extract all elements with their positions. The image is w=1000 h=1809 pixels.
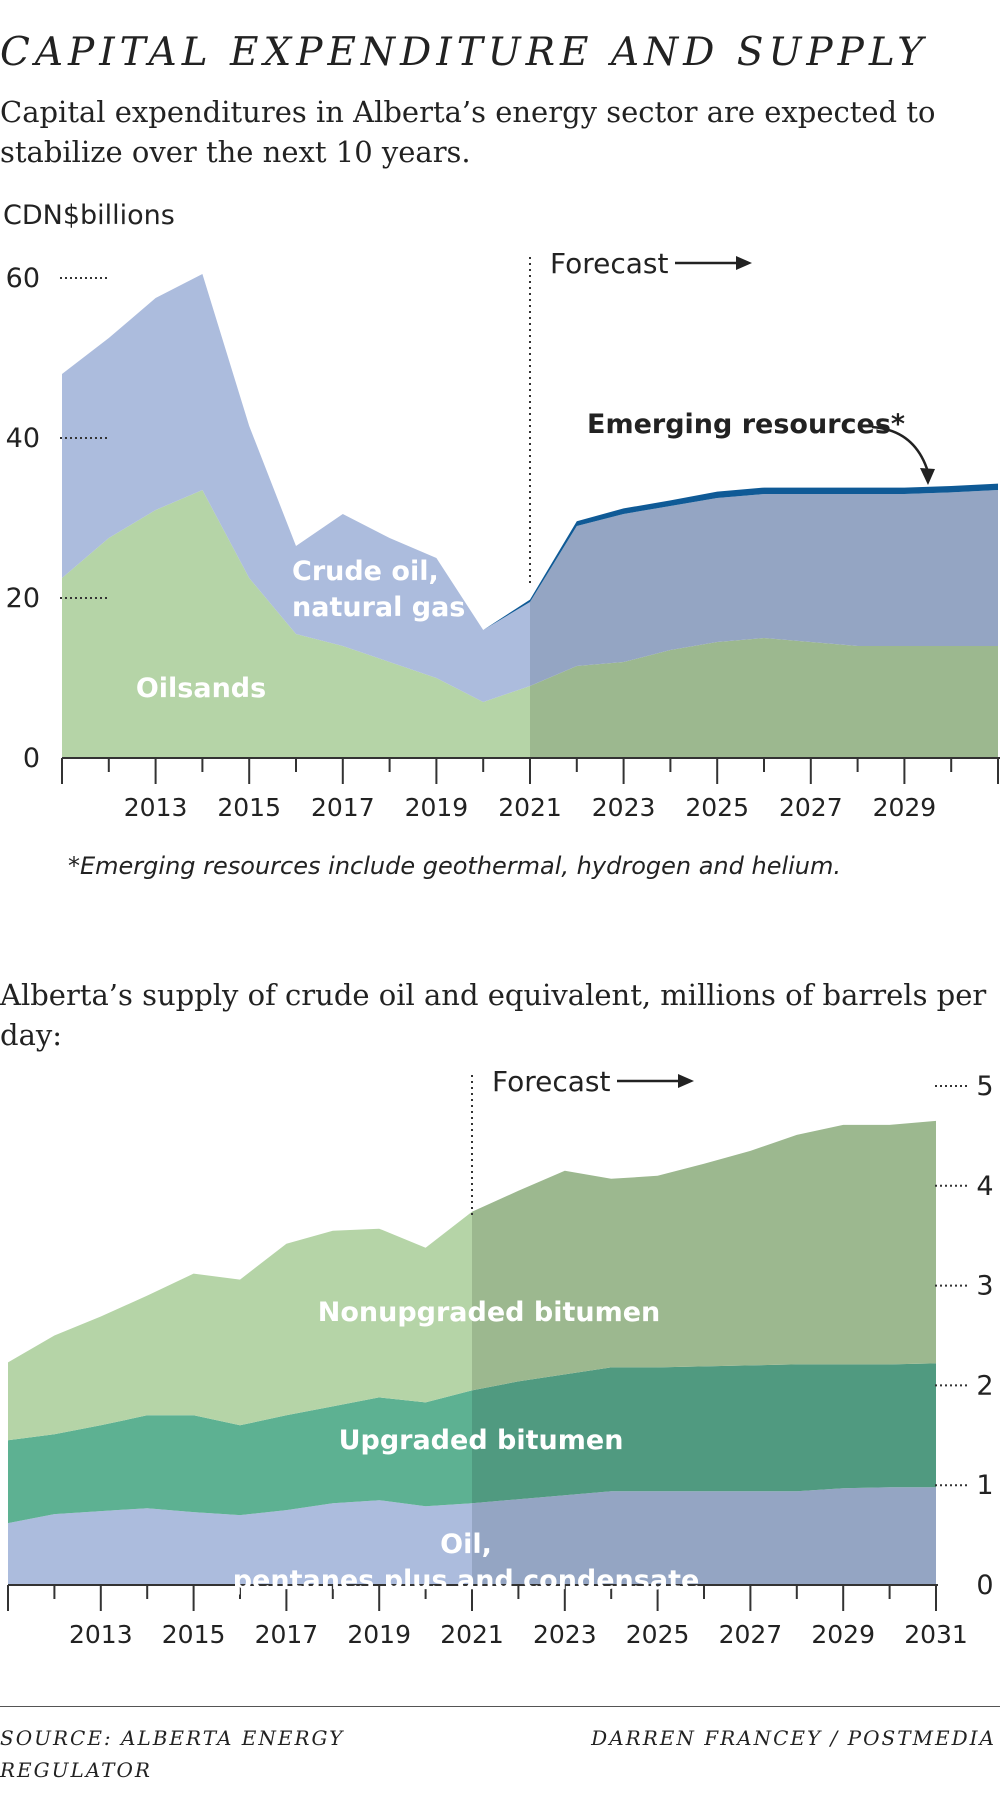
x-tick-label-2029: 2029 [873, 793, 937, 822]
infographic-title: CAPITAL EXPENDITURE AND SUPPLY [0, 30, 929, 75]
area-nonupgraded-bitumen-historical [8, 1211, 472, 1441]
chart1-y-unit-label: CDN$billions [3, 200, 175, 231]
x-tick-label-2025: 2025 [685, 793, 749, 822]
area-oilsands-forecast [530, 638, 998, 758]
series-label-oilsands: Oilsands [136, 673, 266, 704]
y-tick-label-1: 1 [976, 1470, 993, 1501]
x-tick-label-2023: 2023 [592, 793, 656, 822]
x-tick-label-2019: 2019 [347, 1620, 411, 1649]
forecast-label: Forecast [550, 247, 669, 280]
forecast-label: Forecast [492, 1065, 611, 1098]
x-tick-label-2023: 2023 [533, 1620, 597, 1649]
area-upgraded-bitumen-historical [8, 1390, 472, 1524]
series-label-oil-pentanes-condensate: Oil, pentanes plus and condensate [233, 1529, 700, 1596]
area-oilsands-historical [62, 490, 530, 758]
x-tick-label-2027: 2027 [719, 1620, 783, 1649]
chart1-subtitle: Capital expenditures in Alberta’s energy… [0, 95, 936, 169]
area-nonupgraded-bitumen-forecast [472, 1120, 936, 1391]
y-tick-label-4: 4 [976, 1171, 993, 1202]
x-tick-label-2015: 2015 [162, 1620, 226, 1649]
x-tick-label-2013: 2013 [124, 793, 188, 822]
chart1-footnote: *Emerging resources include geothermal, … [68, 852, 842, 880]
forecast-arrow-head [678, 1074, 694, 1088]
y-tick-label-40: 40 [6, 423, 40, 454]
area-oil-pentanes-plus-and-condensate-historical [8, 1500, 472, 1585]
source-credit: SOURCE: ALBERTA ENERGY REGULATOR [0, 1726, 345, 1782]
area-oil-pentanes-plus-and-condensate-forecast [472, 1487, 936, 1585]
y-tick-label-0: 0 [976, 1570, 993, 1601]
author-credit: DARREN FRANCEY / POSTMEDIA [591, 1726, 996, 1750]
x-tick-label-2017: 2017 [311, 793, 375, 822]
x-tick-label-2029: 2029 [811, 1620, 875, 1649]
x-tick-label-2031: 2031 [904, 1620, 968, 1649]
x-tick-label-2013: 2013 [69, 1620, 133, 1649]
x-tick-label-2015: 2015 [217, 793, 281, 822]
x-tick-label-2017: 2017 [255, 1620, 319, 1649]
x-tick-label-2021: 2021 [498, 793, 562, 822]
x-tick-label-2021: 2021 [440, 1620, 504, 1649]
chart2-subtitle: Alberta’s supply of crude oil and equiva… [0, 978, 987, 1052]
y-tick-label-0: 0 [23, 743, 40, 774]
x-tick-label-2019: 2019 [405, 793, 469, 822]
y-tick-label-3: 3 [976, 1271, 993, 1302]
emerging-resources-callout-arrow [871, 425, 930, 473]
y-tick-label-20: 20 [6, 583, 40, 614]
y-tick-label-5: 5 [976, 1071, 993, 1102]
capital-expenditure-chart: Forecast 2013 2015 2017 2019 2021 2023 2025 2027… [6, 247, 1000, 822]
series-label-emerging-resources: Emerging resources* [587, 409, 905, 440]
series-label-nonupgraded-bitumen: Nonupgraded bitumen [318, 1297, 661, 1328]
area-crude-oil-natural-gas-historical [62, 274, 530, 702]
x-tick-label-2025: 2025 [626, 1620, 690, 1649]
footer-divider [0, 1706, 1000, 1707]
y-tick-label-2: 2 [976, 1370, 993, 1401]
y-tick-label-60: 60 [6, 263, 40, 294]
series-label-crude-oil-natural-gas: Crude oil, natural gas [292, 556, 465, 623]
series-label-upgraded-bitumen: Upgraded bitumen [339, 1425, 624, 1456]
x-tick-label-2027: 2027 [779, 793, 843, 822]
area-upgraded-bitumen-forecast [472, 1363, 936, 1504]
area-crude-oil-natural-gas-forecast [530, 490, 998, 686]
forecast-arrow-head [736, 256, 752, 270]
emerging-resources-callout-arrow-head [920, 468, 935, 485]
